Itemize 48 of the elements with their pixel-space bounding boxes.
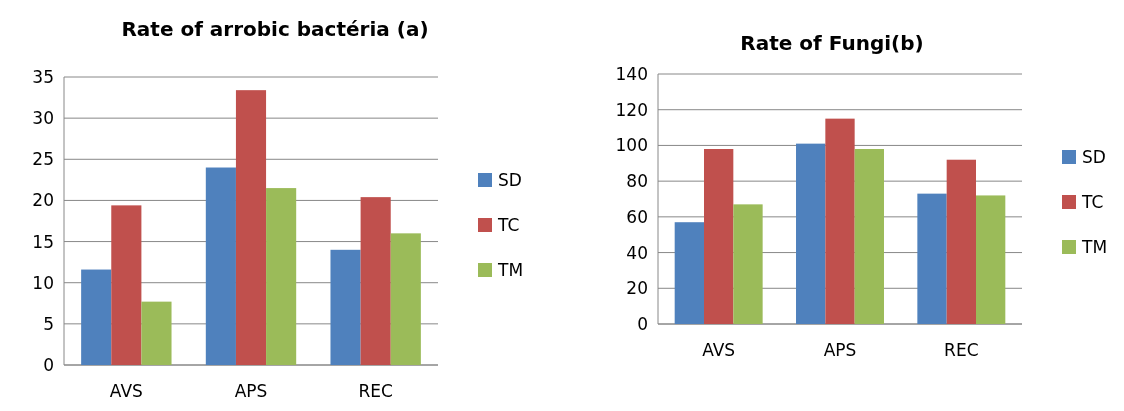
bar: [266, 188, 297, 365]
bar: [825, 118, 855, 324]
bar: [205, 167, 236, 365]
x-tick-label: REC: [944, 340, 979, 360]
bar: [235, 90, 267, 365]
bar: [674, 222, 705, 324]
chart-title: Rate of Fungi(b): [740, 31, 924, 55]
bar: [81, 269, 112, 365]
y-tick-label: 5: [43, 313, 54, 334]
bar: [111, 205, 142, 365]
bar: [796, 143, 826, 324]
bar: [390, 233, 421, 365]
y-tick-label: 20: [626, 278, 648, 299]
legend-label: SD: [498, 169, 522, 190]
y-tick-label: 0: [43, 354, 54, 375]
x-tick-label: APS: [823, 340, 857, 360]
x-tick-label: AVS: [702, 340, 736, 360]
y-tick-label: 15: [32, 231, 54, 252]
y-tick-label: 25: [32, 149, 54, 170]
bar: [854, 149, 884, 324]
y-tick-label: 20: [32, 190, 54, 211]
y-tick-label: 60: [626, 206, 648, 227]
bar: [917, 193, 947, 324]
y-tick-label: 0: [637, 313, 648, 334]
bar: [946, 159, 976, 324]
legend-label: TM: [497, 259, 524, 280]
y-tick-label: 80: [626, 171, 648, 192]
x-tick-label: AVS: [109, 381, 143, 401]
bar: [733, 204, 763, 324]
legend-label: SD: [1082, 146, 1106, 167]
legend-label: TC: [497, 214, 520, 235]
legend-label: TM: [1081, 236, 1108, 257]
y-tick-label: 120: [615, 99, 648, 120]
chart-title: Rate of arrobic bactéria (a): [121, 17, 429, 41]
y-tick-label: 35: [32, 66, 54, 87]
y-tick-label: 140: [615, 63, 648, 84]
y-tick-label: 100: [615, 135, 648, 156]
bar: [141, 301, 172, 365]
x-tick-label: REC: [358, 381, 393, 401]
y-tick-label: 40: [626, 242, 648, 263]
bar: [330, 249, 361, 365]
bar: [704, 149, 734, 324]
bar: [360, 197, 391, 365]
bar: [975, 195, 1006, 324]
x-tick-label: APS: [234, 381, 268, 401]
y-tick-label: 30: [32, 108, 54, 129]
y-tick-label: 10: [32, 272, 54, 293]
legend-label: TC: [1081, 191, 1104, 212]
